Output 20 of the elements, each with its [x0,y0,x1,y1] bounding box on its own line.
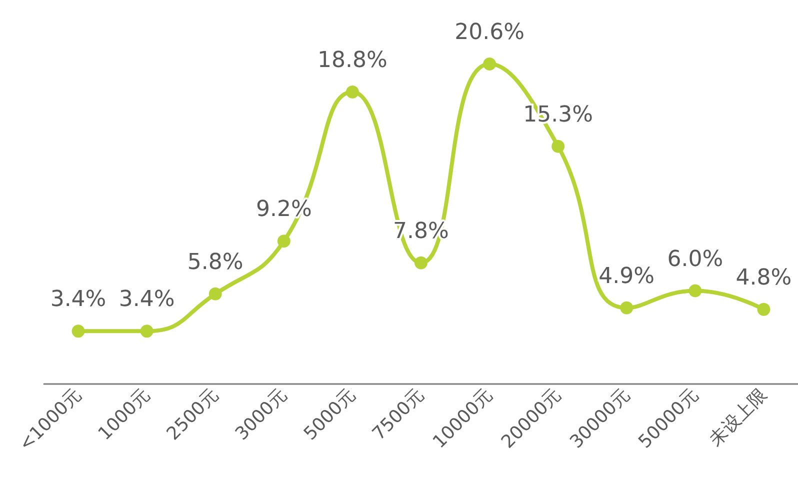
point [208,287,222,300]
data-label: 20.6% [454,20,524,45]
data-label: 3.4% [118,287,175,312]
data-label: 4.9% [598,264,655,289]
data-label: 6.0% [667,246,724,272]
point [277,234,290,248]
point [346,85,359,98]
point [72,324,85,338]
point [140,324,154,338]
point [414,256,428,270]
point [483,58,496,70]
data-label: 4.8% [736,265,792,290]
point [757,302,770,316]
data-label: 18.8% [318,48,388,73]
data-label: 5.8% [187,250,244,275]
data-label: 3.4% [50,287,106,312]
point [552,140,565,153]
point [620,301,634,314]
x-tick-label: 未设上限 [705,384,772,450]
point [688,284,702,298]
